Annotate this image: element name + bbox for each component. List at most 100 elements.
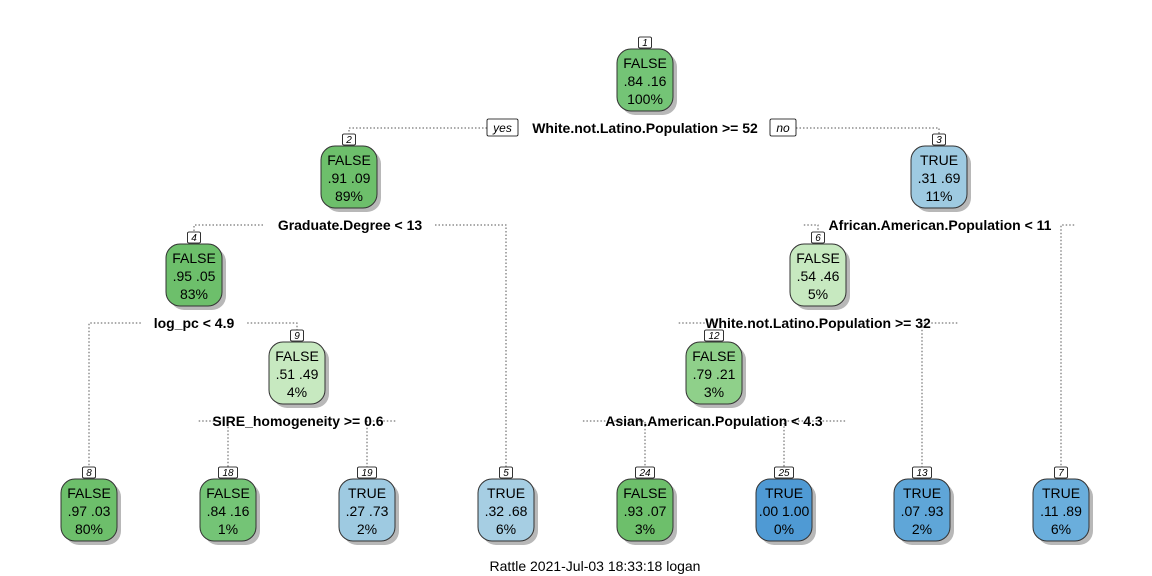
node-box-3 (910, 145, 968, 209)
node-pct-8: 80% (75, 521, 103, 537)
node-id-7: 7 (1058, 468, 1064, 479)
node-id-2: 2 (345, 135, 352, 146)
node-box-24 (616, 478, 674, 542)
node-class-6: FALSE (796, 250, 840, 266)
node-id-box-5 (499, 466, 513, 479)
node-id-box-7 (1054, 466, 1068, 479)
tree-node-6: 6 FALSE .54 .46 5% (789, 231, 850, 310)
node-id-box-9 (290, 329, 304, 342)
node-probs-2: .91 .09 (328, 170, 371, 186)
split-label-3: African.American.Population < 11 (829, 217, 1052, 233)
node-box-25 (755, 478, 813, 542)
split-label-6: White.not.Latino.Population >= 32 (705, 315, 931, 331)
node-id-box-3 (932, 133, 946, 146)
node-id-box-2 (342, 133, 356, 146)
tree-node-4: 4 FALSE .95 .05 83% (165, 231, 226, 310)
node-probs-18: .84 .16 (207, 503, 250, 519)
node-probs-6: .54 .46 (797, 268, 840, 284)
node-id-1: 1 (642, 38, 648, 49)
no-label-box (769, 118, 797, 137)
split-label-1: White.not.Latino.Population >= 52 (532, 120, 758, 136)
node-id-4: 4 (191, 233, 197, 244)
node-box-4 (165, 243, 223, 307)
node-pct-19: 2% (357, 521, 377, 537)
node-id-9: 9 (294, 331, 300, 342)
node-box-2 (320, 145, 378, 209)
node-id-18: 18 (222, 468, 234, 479)
node-pct-24: 3% (635, 521, 655, 537)
node-pct-12: 3% (704, 384, 724, 400)
node-probs-4: .95 .05 (173, 268, 216, 284)
node-pct-2: 89% (335, 188, 363, 204)
node-pct-25: 0% (774, 521, 794, 537)
footer-caption: Rattle 2021-Jul-03 18:33:18 logan (490, 558, 701, 574)
node-class-9: FALSE (275, 348, 319, 364)
node-id-box-19 (357, 466, 377, 479)
node-pct-7: 6% (1051, 521, 1071, 537)
node-box-9 (268, 341, 326, 405)
node-probs-8: .97 .03 (68, 503, 111, 519)
node-id-12: 12 (708, 331, 720, 342)
node-id-box-13 (912, 466, 932, 479)
tree-node-18: 18 FALSE .84 .16 1% (199, 466, 260, 545)
node-probs-25: .00 1.00 (759, 503, 810, 519)
edge-2-4 (193, 224, 263, 236)
node-id-3: 3 (936, 135, 942, 146)
node-box-6 (789, 243, 847, 307)
yes-label-box (486, 118, 519, 137)
node-probs-1: .84 .16 (624, 73, 667, 89)
node-id-19: 19 (361, 468, 373, 479)
node-class-7: TRUE (1042, 485, 1080, 501)
tree-node-25: 25 TRUE .00 1.00 0% (755, 466, 816, 545)
node-pct-5: 6% (496, 521, 516, 537)
node-probs-19: .27 .73 (346, 503, 389, 519)
tree-node-12: 12 FALSE .79 .21 3% (685, 329, 746, 408)
node-pct-13: 2% (912, 521, 932, 537)
edge-12-24 (582, 420, 646, 471)
yes-label: yes (492, 121, 512, 135)
edge-1-2 (348, 127, 487, 138)
node-class-24: FALSE (623, 485, 667, 501)
node-class-3: TRUE (920, 152, 958, 168)
tree-nodes: 1 FALSE .84 .16 100% 2 FALSE .91 .09 89% 3 TRUE .3… (60, 36, 1093, 545)
node-class-13: TRUE (903, 485, 941, 501)
tree-node-8: 8 FALSE .97 .03 80% (60, 466, 121, 545)
node-class-4: FALSE (172, 250, 216, 266)
tree-node-2: 2 FALSE .91 .09 89% (320, 133, 381, 212)
node-box-5 (477, 478, 535, 542)
node-probs-3: .31 .69 (918, 170, 961, 186)
node-id-8: 8 (86, 468, 92, 479)
node-id-box-25 (774, 466, 794, 479)
node-probs-5: .32 .68 (485, 503, 528, 519)
node-class-8: FALSE (67, 485, 111, 501)
node-probs-9: .51 .49 (276, 366, 319, 382)
node-id-box-6 (811, 231, 825, 244)
node-id-box-8 (82, 466, 96, 479)
node-class-12: FALSE (692, 348, 736, 364)
tree-node-13: 13 TRUE .07 .93 2% (893, 466, 954, 545)
yes-no-labels: yes no (486, 118, 797, 137)
node-id-box-12 (704, 329, 724, 342)
node-pct-6: 5% (808, 286, 828, 302)
node-box-19 (338, 478, 396, 542)
node-pct-18: 1% (218, 521, 238, 537)
node-id-13: 13 (916, 468, 928, 479)
node-id-24: 24 (638, 468, 651, 479)
split-label-4: log_pc < 4.9 (154, 315, 235, 331)
node-box-8 (60, 478, 118, 542)
tree-node-24: 24 FALSE .93 .07 3% (616, 466, 677, 545)
node-box-7 (1032, 478, 1090, 542)
split-labels: White.not.Latino.Population >= 52 Graduat… (154, 120, 1052, 429)
node-class-18: FALSE (206, 485, 250, 501)
split-label-2: Graduate.Degree < 13 (278, 217, 423, 233)
node-box-1 (616, 48, 674, 112)
tree-node-3: 3 TRUE .31 .69 11% (910, 133, 971, 212)
node-id-25: 25 (777, 468, 790, 479)
node-pct-9: 4% (287, 384, 307, 400)
node-probs-13: .07 .93 (901, 503, 944, 519)
node-id-5: 5 (503, 468, 509, 479)
node-pct-1: 100% (627, 91, 663, 107)
node-pct-4: 83% (180, 286, 208, 302)
node-id-box-24 (635, 466, 655, 479)
no-label: no (776, 121, 790, 135)
